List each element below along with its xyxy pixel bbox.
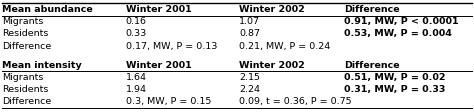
Text: Winter 2002: Winter 2002	[239, 5, 305, 14]
Text: Winter 2001: Winter 2001	[126, 61, 191, 70]
Text: Difference: Difference	[344, 61, 399, 70]
Text: 0.21, MW, P = 0.24: 0.21, MW, P = 0.24	[239, 42, 331, 51]
Text: Mean abundance: Mean abundance	[2, 5, 93, 14]
Text: Residents: Residents	[2, 85, 49, 94]
Text: 1.64: 1.64	[126, 73, 146, 82]
Text: 1.94: 1.94	[126, 85, 146, 94]
Text: 0.33: 0.33	[126, 29, 147, 38]
Text: Mean intensity: Mean intensity	[2, 61, 82, 70]
Text: Winter 2002: Winter 2002	[239, 61, 305, 70]
Text: Residents: Residents	[2, 29, 49, 38]
Text: Difference: Difference	[2, 42, 52, 51]
Text: 0.91, MW, P < 0.0001: 0.91, MW, P < 0.0001	[344, 17, 458, 26]
Text: Winter 2001: Winter 2001	[126, 5, 191, 14]
Text: 0.09, t = 0.36, P = 0.75: 0.09, t = 0.36, P = 0.75	[239, 97, 352, 106]
Text: 2.15: 2.15	[239, 73, 260, 82]
Text: 0.31, MW, P = 0.33: 0.31, MW, P = 0.33	[344, 85, 445, 94]
Text: 0.3, MW, P = 0.15: 0.3, MW, P = 0.15	[126, 97, 211, 106]
Text: 0.53, MW, P = 0.004: 0.53, MW, P = 0.004	[344, 29, 452, 38]
Text: 0.51, MW, P = 0.02: 0.51, MW, P = 0.02	[344, 73, 445, 82]
Text: 0.17, MW, P = 0.13: 0.17, MW, P = 0.13	[126, 42, 217, 51]
Text: 0.87: 0.87	[239, 29, 260, 38]
Text: Migrants: Migrants	[2, 73, 44, 82]
Text: 2.24: 2.24	[239, 85, 260, 94]
Text: Difference: Difference	[344, 5, 399, 14]
Text: Difference: Difference	[2, 97, 52, 106]
Text: 1.07: 1.07	[239, 17, 260, 26]
Text: 0.16: 0.16	[126, 17, 146, 26]
Text: Migrants: Migrants	[2, 17, 44, 26]
